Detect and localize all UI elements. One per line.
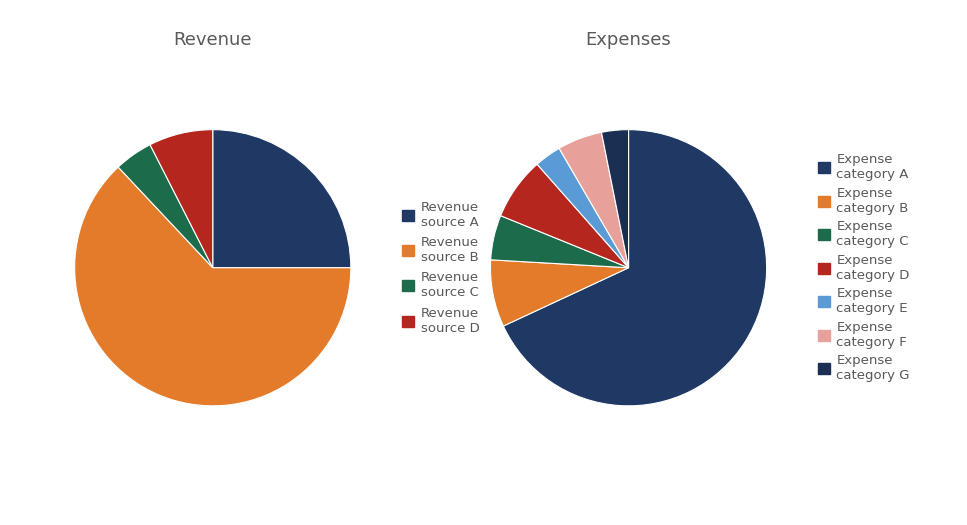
Wedge shape <box>118 145 213 268</box>
Wedge shape <box>504 130 767 406</box>
Legend: Expense
category A, Expense
category B, Expense
category C, Expense
category D, : Expense category A, Expense category B, … <box>818 153 910 382</box>
Wedge shape <box>501 164 629 268</box>
Wedge shape <box>490 260 629 326</box>
Wedge shape <box>537 149 629 268</box>
Title: Revenue: Revenue <box>173 32 252 49</box>
Wedge shape <box>74 167 351 406</box>
Legend: Revenue
source A, Revenue
source B, Revenue
source C, Revenue
source D: Revenue source A, Revenue source B, Reve… <box>402 201 480 334</box>
Wedge shape <box>150 130 213 268</box>
Wedge shape <box>490 216 629 268</box>
Wedge shape <box>559 132 629 268</box>
Wedge shape <box>213 130 351 268</box>
Title: Expenses: Expenses <box>586 32 671 49</box>
Wedge shape <box>601 130 629 268</box>
